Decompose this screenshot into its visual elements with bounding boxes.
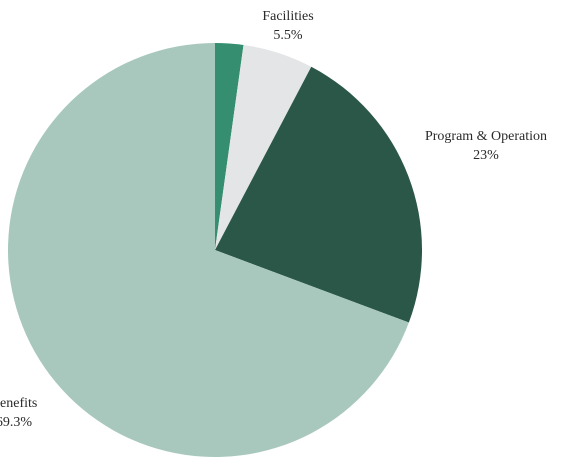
- slice-value: 23%: [473, 148, 499, 163]
- pie-slice: [215, 44, 312, 250]
- pie-slice: [215, 43, 244, 250]
- slice-value: 5.5%: [273, 28, 303, 43]
- slice-label: Facilities: [262, 9, 313, 24]
- slice-value: 69.3%: [0, 415, 32, 430]
- slice-label: Program & Operation: [425, 129, 547, 144]
- pie-slice: [8, 43, 409, 457]
- pie-slice: [215, 66, 422, 323]
- slice-label: Benefits: [0, 396, 37, 411]
